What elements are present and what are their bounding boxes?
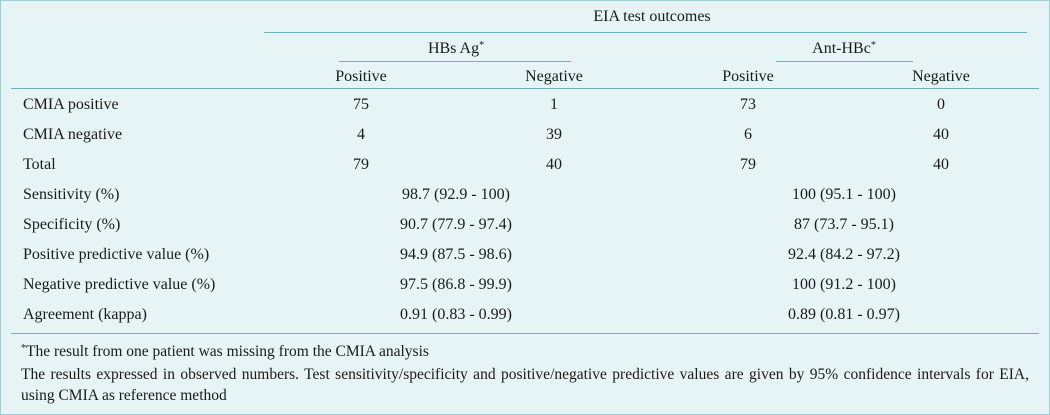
cell-value: 1	[550, 96, 558, 113]
antihbc-header: Ant-HBc*	[812, 40, 876, 57]
cell-value: 4	[357, 126, 365, 143]
header-rule	[11, 88, 1039, 89]
row-label: Specificity (%)	[23, 216, 121, 233]
cell-value: 98.7 (92.9 - 100)	[402, 186, 510, 203]
cell-value: 40	[933, 126, 949, 143]
footnote-missing: *The result from one patient was missing…	[21, 343, 429, 360]
row-label: Negative predictive value (%)	[23, 276, 216, 293]
group-header: EIA test outcomes	[593, 8, 711, 25]
cell-value: 87 (73.7 - 95.1)	[794, 216, 894, 233]
cell-value: 75	[353, 96, 369, 113]
row-label: Total	[23, 156, 56, 173]
hbsag-footnote-mark: *	[479, 40, 485, 51]
cell-value: 40	[546, 156, 562, 173]
table-bottom-rule	[11, 333, 1039, 334]
row-label: Sensitivity (%)	[23, 186, 120, 203]
group-rule	[264, 32, 1027, 33]
footnote-mark: *	[21, 343, 26, 354]
cell-value: 100 (91.2 - 100)	[792, 276, 896, 293]
antihbc-footnote-mark: *	[870, 40, 876, 51]
antihbc-positive-header: Positive	[722, 68, 774, 85]
row-label: Positive predictive value (%)	[23, 246, 210, 263]
hbsag-rule	[339, 61, 571, 62]
cell-value: 0.89 (0.81 - 0.97)	[788, 306, 900, 323]
cell-value: 39	[546, 126, 562, 143]
footnote-note: The results expressed in observed number…	[21, 366, 1029, 404]
cell-value: 40	[933, 156, 949, 173]
row-label: CMIA positive	[23, 96, 119, 113]
antihbc-rule	[776, 61, 913, 62]
cell-value: 79	[353, 156, 369, 173]
cell-value: 94.9 (87.5 - 98.6)	[400, 246, 512, 263]
cell-value: 0	[937, 96, 945, 113]
antihbc-negative-header: Negative	[912, 68, 970, 85]
cell-value: 79	[740, 156, 756, 173]
row-label: Agreement (kappa)	[23, 306, 147, 323]
cell-value: 92.4 (84.2 - 97.2)	[788, 246, 900, 263]
cell-value: 90.7 (77.9 - 97.4)	[400, 216, 512, 233]
hbsag-negative-header: Negative	[525, 68, 583, 85]
hbsag-header: HBs Ag*	[427, 40, 485, 57]
cell-value: 97.5 (86.8 - 99.9)	[400, 276, 512, 293]
hbsag-positive-header: Positive	[335, 68, 387, 85]
row-label: CMIA negative	[23, 126, 123, 143]
cell-value: 0.91 (0.83 - 0.99)	[400, 306, 512, 323]
cell-value: 100 (95.1 - 100)	[792, 186, 896, 203]
cell-value: 73	[740, 96, 756, 113]
cell-value: 6	[744, 126, 752, 143]
